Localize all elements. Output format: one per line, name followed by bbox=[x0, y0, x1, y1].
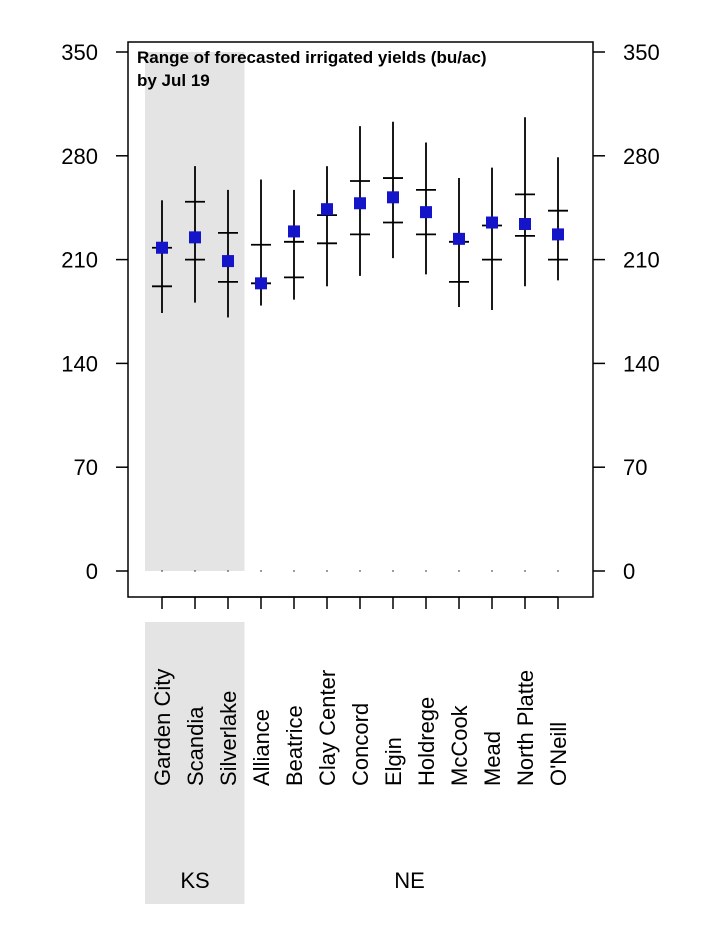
y-tick-label-left-210: 210 bbox=[61, 248, 98, 273]
yield-marker-9 bbox=[453, 232, 465, 245]
yield-marker-7 bbox=[387, 191, 399, 204]
category-label-scandia: Scandia bbox=[183, 706, 208, 786]
title-layer: Range of forecasted irrigated yields (bu… bbox=[137, 48, 487, 90]
zero-dot-2 bbox=[227, 570, 229, 572]
y-tick-label-right-0: 0 bbox=[623, 559, 635, 584]
y-tick-label-left-280: 280 bbox=[61, 144, 98, 169]
y-tick-label-right-280: 280 bbox=[623, 144, 660, 169]
group-label-ks: KS bbox=[180, 868, 209, 893]
yield-marker-1 bbox=[189, 231, 201, 244]
zero-dot-7 bbox=[392, 570, 394, 572]
category-label-north-platte: North Platte bbox=[513, 670, 538, 786]
yield-marker-10 bbox=[486, 216, 498, 229]
yield-marker-8 bbox=[420, 206, 432, 219]
category-label-holdrege: Holdrege bbox=[414, 697, 439, 786]
zero-dot-4 bbox=[293, 570, 295, 572]
group-shade-plot-ks bbox=[145, 52, 245, 571]
yield-marker-5 bbox=[321, 203, 333, 216]
y-tick-label-right-140: 140 bbox=[623, 351, 660, 376]
y-tick-label-left-350: 350 bbox=[61, 40, 98, 65]
yield-marker-2 bbox=[222, 255, 234, 268]
yield-marker-3 bbox=[255, 277, 267, 290]
category-label-mccook: McCook bbox=[447, 704, 472, 786]
zero-dot-10 bbox=[491, 570, 493, 572]
yield-marker-11 bbox=[519, 218, 531, 231]
zero-dot-6 bbox=[359, 570, 361, 572]
category-label-mead: Mead bbox=[480, 731, 505, 786]
category-label-alliance: Alliance bbox=[249, 709, 274, 786]
zero-dot-3 bbox=[260, 570, 262, 572]
category-label-elgin: Elgin bbox=[381, 737, 406, 786]
category-label-concord: Concord bbox=[348, 703, 373, 786]
y-tick-label-left-70: 70 bbox=[74, 455, 98, 480]
group-label-ne: NE bbox=[394, 868, 425, 893]
yield-marker-6 bbox=[354, 197, 366, 210]
group-labels-layer: KS NE bbox=[180, 868, 424, 893]
chart-title: Range of forecasted irrigated yields (bu… bbox=[137, 48, 487, 67]
zero-dot-12 bbox=[557, 570, 559, 572]
marks-layer bbox=[152, 117, 568, 572]
category-label-silverlake: Silverlake bbox=[216, 691, 241, 786]
zero-dot-11 bbox=[524, 570, 526, 572]
yield-marker-0 bbox=[156, 241, 168, 254]
chart-subtitle: by Jul 19 bbox=[137, 71, 210, 90]
zero-dot-8 bbox=[425, 570, 427, 572]
y-tick-label-right-70: 70 bbox=[623, 455, 647, 480]
group-shade-labels-ks bbox=[145, 622, 245, 904]
zero-dot-9 bbox=[458, 570, 460, 572]
yield-marker-12 bbox=[552, 228, 564, 241]
category-label-beatrice: Beatrice bbox=[282, 705, 307, 786]
category-labels-layer: Garden City Scandia Silverlake Alliance Beat… bbox=[150, 669, 571, 786]
y-tick-label-right-210: 210 bbox=[623, 248, 660, 273]
axes-layer: 0 0 70 70 140 140 210 210 280 280 350 350 bbox=[61, 40, 660, 609]
zero-dot-1 bbox=[194, 570, 196, 572]
category-label-garden-city: Garden City bbox=[150, 669, 175, 786]
category-label-clay-center: Clay Center bbox=[315, 670, 340, 786]
zero-dot-5 bbox=[326, 570, 328, 572]
yield-marker-4 bbox=[288, 225, 300, 238]
y-tick-label-left-140: 140 bbox=[61, 351, 98, 376]
zero-dot-0 bbox=[161, 570, 163, 572]
y-tick-label-left-0: 0 bbox=[86, 559, 98, 584]
y-tick-label-right-350: 350 bbox=[623, 40, 660, 65]
category-label-o-neill: O'Neill bbox=[546, 722, 571, 786]
